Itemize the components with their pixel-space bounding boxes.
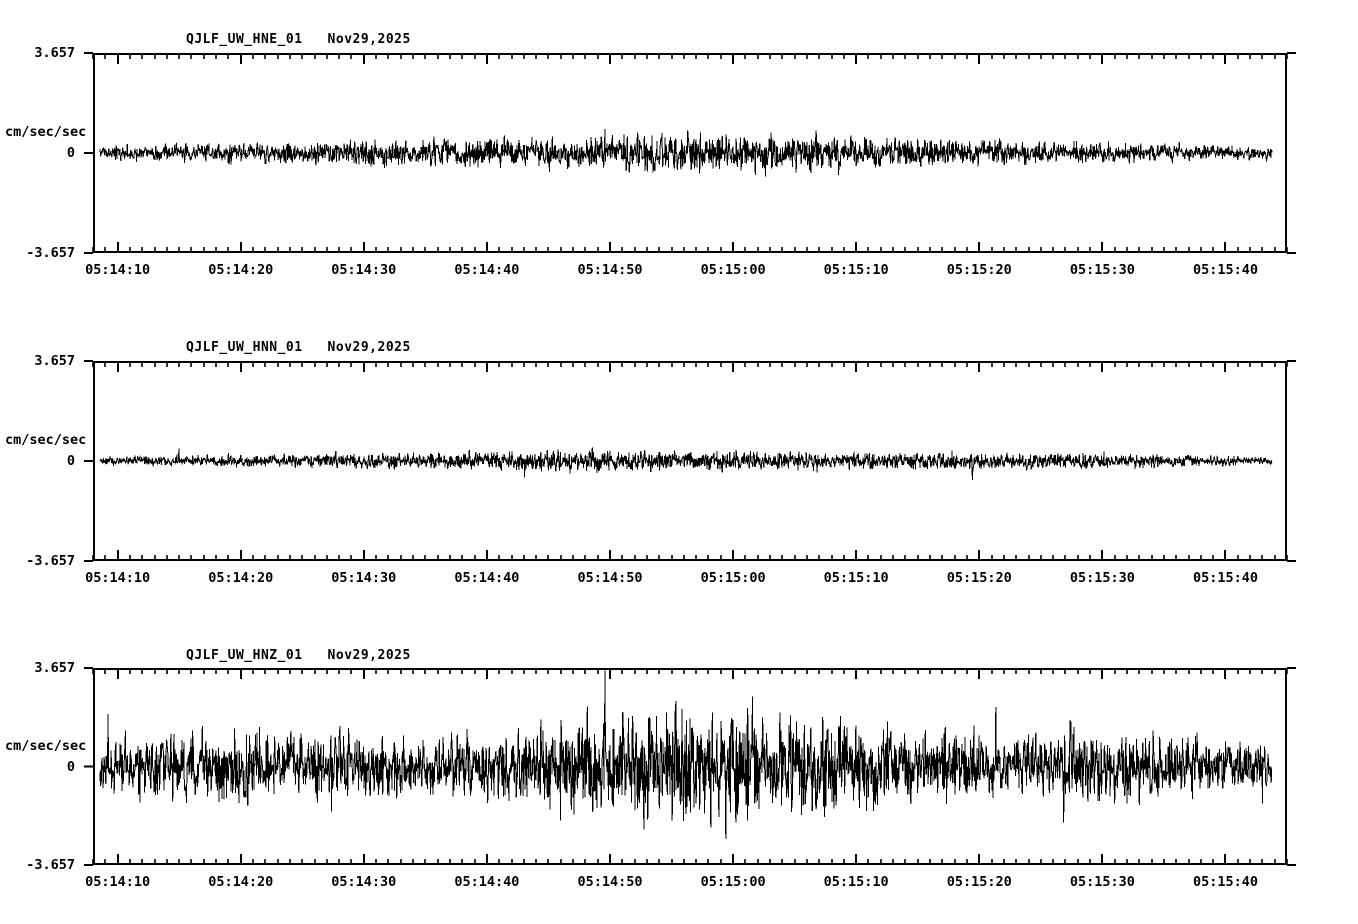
y-axis-unit-label: cm/sec/sec: [5, 737, 87, 754]
x-axis-tick-label: 05:15:30: [1069, 262, 1135, 278]
x-axis-tick-label: 05:14:10: [85, 874, 151, 890]
x-axis-tick-label: 05:14:30: [331, 262, 397, 278]
x-axis-tick-label: 05:15:40: [1192, 262, 1258, 278]
x-axis-tick-label: 05:15:10: [823, 262, 889, 278]
x-axis-tick-label: 05:15:20: [946, 874, 1012, 890]
panel-title-n: QJLF_UW_HNN_01 Nov29,2025: [186, 340, 411, 355]
x-axis-tick-label: 05:14:20: [208, 262, 274, 278]
y-axis-zero-label: 0: [66, 758, 75, 775]
x-axis-tick-label: 05:14:40: [454, 570, 520, 586]
x-axis-tick-label: 05:15:30: [1069, 874, 1135, 890]
x-axis-tick-label: 05:15:20: [946, 570, 1012, 586]
plot-frame-z: [93, 668, 1287, 865]
x-axis-tick-label: 05:14:40: [454, 262, 520, 278]
x-axis-tick-label: 05:15:40: [1192, 874, 1258, 890]
x-axis-tick-label: 05:15:20: [946, 262, 1012, 278]
x-axis-tick-label: 05:15:00: [700, 570, 766, 586]
waveform-n: [99, 447, 1273, 481]
y-axis-min-label: -3.657: [26, 857, 75, 873]
y-axis-zero-label: 0: [66, 453, 75, 469]
x-axis-tick-label: 05:14:10: [85, 262, 151, 278]
x-axis-tick-label: 05:15:00: [700, 262, 766, 278]
waveform-e: [99, 129, 1273, 177]
x-axis-tick-label: 05:15:10: [823, 874, 889, 890]
axis-ticks-n: [84, 360, 1296, 562]
x-axis-tick-label: 05:14:50: [577, 262, 643, 278]
x-axis-tick-label: 05:15:40: [1192, 570, 1258, 586]
x-axis-tick-label: 05:14:40: [454, 874, 520, 890]
x-axis-tick-label: 05:15:30: [1069, 570, 1135, 586]
y-axis-max-label: 3.657: [34, 353, 75, 369]
axis-ticks-e: [84, 52, 1296, 254]
y-axis-max-label: 3.657: [34, 660, 75, 676]
x-axis-tick-label: 05:15:10: [823, 570, 889, 586]
x-axis-tick-label: 05:14:20: [208, 570, 274, 586]
y-axis-min-label: -3.657: [26, 553, 75, 569]
waveform-z: [99, 670, 1273, 839]
axis-ticks-z: [84, 667, 1296, 866]
x-axis-tick-label: 05:14:50: [577, 874, 643, 890]
x-axis-tick-label: 05:14:50: [577, 570, 643, 586]
plot-frame-e: [93, 53, 1287, 253]
x-axis-tick-label: 05:14:20: [208, 874, 274, 890]
x-axis-tick-label: 05:14:30: [331, 874, 397, 890]
x-axis-tick-label: 05:14:10: [85, 570, 151, 586]
y-axis-min-label: -3.657: [26, 245, 75, 261]
y-axis-unit-label: cm/sec/sec: [5, 432, 87, 448]
plot-frame-n: [93, 361, 1287, 561]
y-axis-zero-label: 0: [66, 145, 75, 161]
x-axis-tick-label: 05:14:30: [331, 570, 397, 586]
y-axis-unit-label: cm/sec/sec: [5, 124, 87, 140]
y-axis-max-label: 3.657: [34, 45, 75, 61]
panel-title-e: QJLF_UW_HNE_01 Nov29,2025: [186, 32, 411, 47]
x-axis-tick-label: 05:15:00: [700, 874, 766, 890]
panel-title-z: QJLF_UW_HNZ_01 Nov29,2025: [186, 648, 411, 663]
